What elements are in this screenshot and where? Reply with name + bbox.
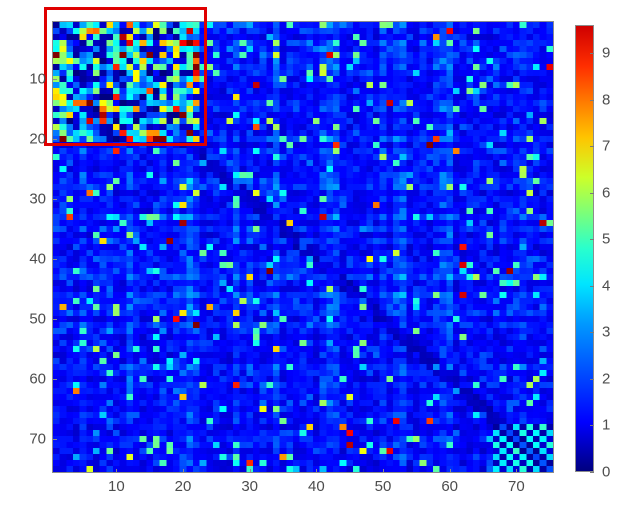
colorbar-tick-mark: [590, 146, 594, 148]
colorbar-tick-label: 9: [602, 44, 611, 62]
colorbar-tick-label: 6: [602, 184, 611, 202]
y-tick-mark: [53, 139, 57, 140]
colorbar-tick-label: 2: [602, 370, 611, 388]
colorbar-tick-label: 5: [602, 230, 611, 248]
x-tick-mark: [316, 469, 318, 473]
y-tick-mark: [53, 199, 57, 200]
y-tick-label: 50: [29, 310, 46, 328]
y-tick-label: 60: [29, 370, 46, 388]
y-tick-label: 30: [29, 190, 46, 208]
y-tick-label: 40: [29, 250, 46, 268]
y-tick-label: 20: [29, 130, 46, 148]
y-tick-mark: [53, 79, 57, 80]
colorbar-tick-mark: [590, 239, 594, 241]
x-tick-mark: [516, 469, 518, 473]
x-tick-mark: [449, 469, 451, 473]
y-tick-mark: [53, 319, 57, 320]
colorbar-tick-mark: [590, 332, 594, 334]
x-tick-label: 40: [307, 478, 325, 495]
x-tick-mark: [383, 469, 384, 473]
x-tick-label: 50: [374, 478, 392, 495]
colorbar-tick-label: 7: [602, 137, 611, 155]
y-tick-mark: [53, 259, 57, 260]
heatmap-image[interactable]: [53, 22, 553, 472]
colorbar-tick-mark: [590, 378, 594, 380]
colorbar-tick-label: 1: [602, 416, 611, 434]
y-tick-label: 10: [29, 70, 46, 88]
colorbar-tick-mark: [590, 192, 594, 194]
colorbar-tick-label: 8: [602, 91, 611, 108]
y-tick-mark: [53, 379, 57, 380]
colorbar-tick-mark: [590, 472, 594, 473]
colorbar-tick-label: 4: [602, 277, 611, 295]
x-tick-label: 10: [107, 478, 125, 495]
colorbar-gradient: [576, 26, 593, 471]
x-tick-label: 30: [241, 478, 258, 495]
x-tick-mark: [116, 469, 118, 473]
colorbar-tick-mark: [590, 52, 594, 54]
x-tick-mark: [183, 469, 184, 473]
colorbar-tick-mark: [590, 425, 594, 427]
y-tick-label: 70: [29, 430, 46, 448]
heatmap-plot-area[interactable]: [52, 21, 554, 473]
colorbar-tick-mark: [590, 99, 594, 101]
x-tick-label: 20: [174, 478, 192, 495]
colorbar-tick-label: 3: [602, 323, 611, 341]
colorbar-tick-label: 0: [602, 463, 611, 481]
x-tick-mark: [249, 469, 251, 473]
x-tick-label: 60: [441, 478, 458, 495]
colorbar-tick-mark: [590, 285, 594, 287]
colorbar[interactable]: [575, 25, 594, 472]
y-tick-mark: [53, 439, 57, 440]
x-tick-label: 70: [507, 478, 525, 495]
